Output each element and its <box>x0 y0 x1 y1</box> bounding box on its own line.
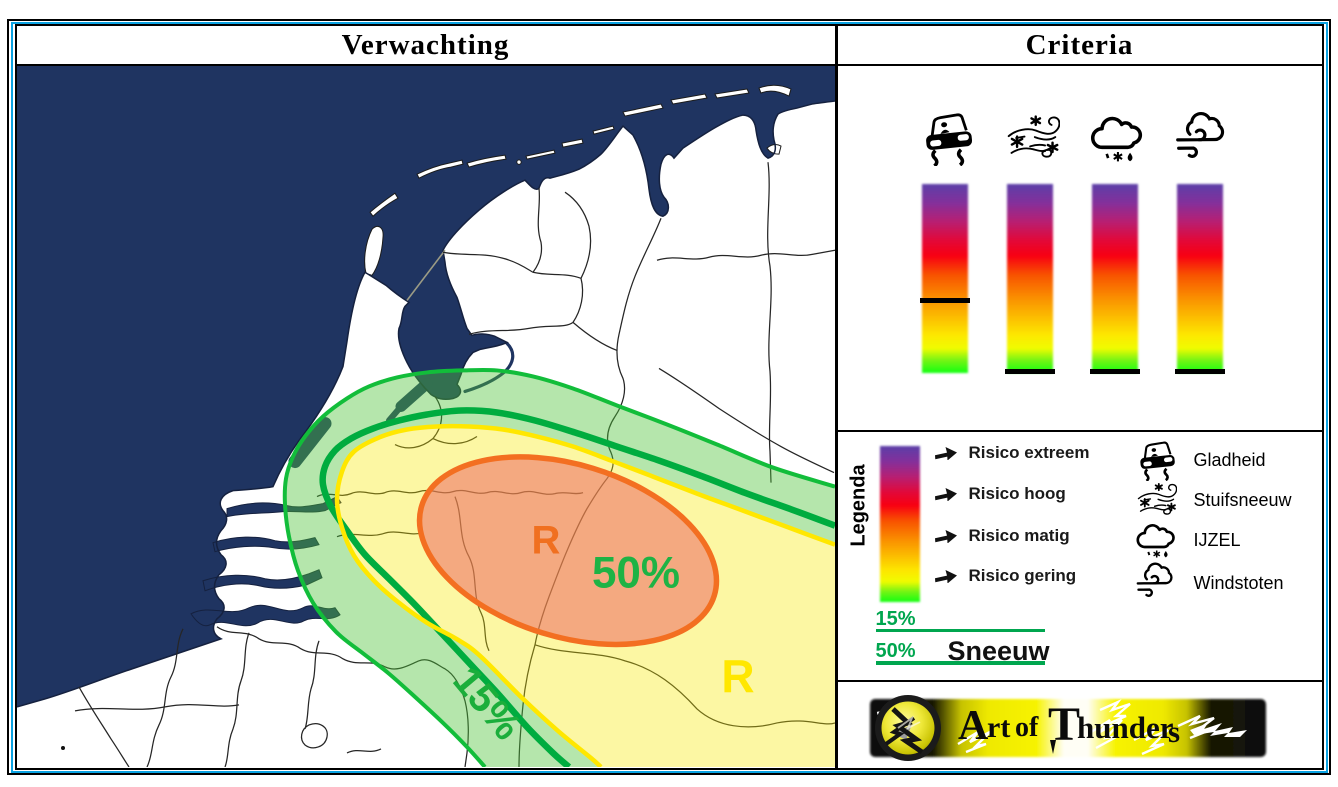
svg-text:R: R <box>721 650 754 702</box>
svg-text:s: s <box>1168 714 1180 749</box>
svg-text:rt: rt <box>987 711 1010 744</box>
svg-text:50%: 50% <box>591 549 679 598</box>
svg-text:A: A <box>958 703 989 749</box>
svg-text:of: of <box>1015 712 1039 743</box>
svg-text:R: R <box>531 519 560 563</box>
svg-text:hunder: hunder <box>1077 710 1174 745</box>
